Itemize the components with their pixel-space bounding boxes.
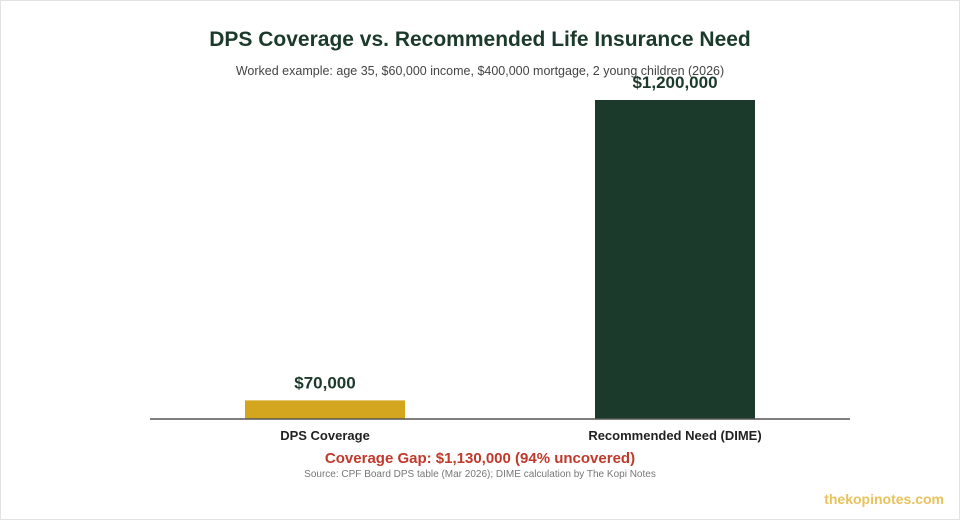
source-note: Source: CPF Board DPS table (Mar 2026); … — [304, 469, 656, 480]
bars-group: $70,000 DPS Coverage $1,200,000 Recommended… — [245, 73, 762, 443]
bar-1 — [595, 100, 755, 419]
bar-value-label-0: $70,000 — [294, 373, 355, 392]
chart-title: DPS Coverage vs. Recommended Life Insura… — [209, 28, 751, 51]
chart-subtitle: Worked example: age 35, $60,000 income, … — [235, 64, 725, 78]
bar-0 — [245, 400, 405, 419]
bar-value-label-1: $1,200,000 — [632, 73, 717, 92]
brand-watermark: thekopinotes.com — [824, 491, 944, 507]
coverage-gap-annotation: Coverage Gap: $1,130,000 (94% uncovered) — [324, 450, 636, 467]
category-label-0: DPS Coverage — [280, 428, 370, 443]
category-label-1: Recommended Need (DIME) — [588, 428, 761, 443]
